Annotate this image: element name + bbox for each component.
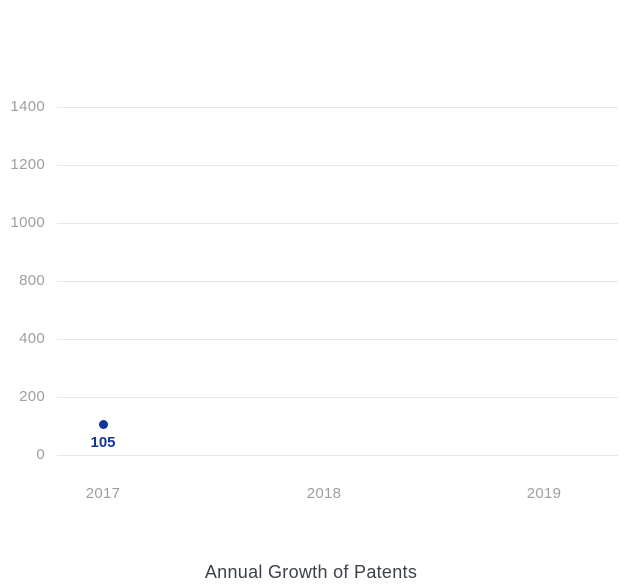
y-axis-tick-label: 200	[19, 388, 45, 405]
gridline	[57, 280, 618, 282]
y-axis-tick-label: 1400	[10, 98, 45, 115]
y-axis-tick-label: 400	[19, 330, 45, 347]
gridline	[57, 106, 618, 108]
gridline	[57, 454, 618, 456]
data-point[interactable]	[98, 420, 108, 430]
x-axis-tick-label: 2018	[306, 485, 342, 502]
y-axis-tick-label: 800	[19, 272, 45, 289]
y-axis-tick-label: 1200	[10, 156, 45, 173]
gridline	[57, 338, 618, 340]
y-axis-tick-label: 1000	[10, 214, 45, 231]
y-axis-tick-label: 0	[36, 446, 45, 463]
gridline	[57, 396, 618, 398]
data-point-value-label: 105	[90, 433, 116, 451]
x-axis-tick-label: 2017	[85, 485, 121, 502]
gridline	[57, 222, 618, 224]
gridline	[57, 164, 618, 166]
chart-title: Annual Growth of Patents	[204, 562, 418, 582]
x-axis-tick-label: 2019	[526, 485, 562, 502]
